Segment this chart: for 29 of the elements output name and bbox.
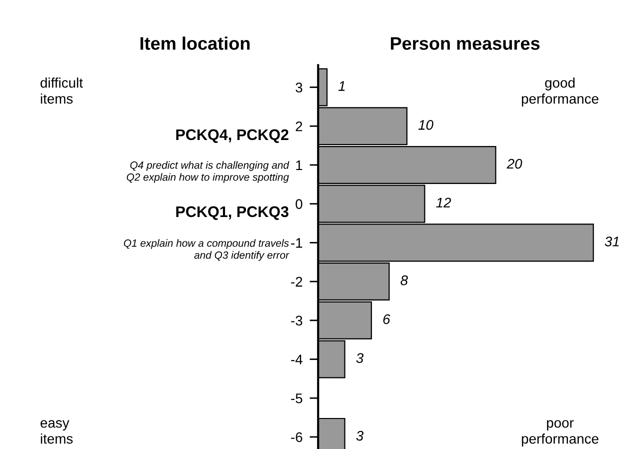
data-label: 12 [436, 198, 452, 208]
annotation: good performance [522, 78, 598, 106]
text: Item location [140, 36, 250, 50]
y-tick-label: 1 [296, 160, 302, 170]
y-tick-label: -1 [291, 238, 302, 248]
text: Q4 predict what is challenging and Q2 explain how to improve spotting [126, 161, 290, 183]
chart-title: Person measures [390, 37, 540, 50]
y-tick-label: 0 [296, 199, 302, 209]
data-label: 8 [400, 275, 408, 286]
data-label: 1 [338, 81, 345, 91]
data-label: 10 [418, 120, 434, 130]
data-label: 6 [383, 314, 390, 324]
data-label: 3 [356, 430, 364, 441]
y-tick-label: -5 [291, 394, 302, 404]
annotation: poor performance [522, 420, 598, 446]
y-tick-label: -6 [291, 432, 302, 442]
y-tick-label: -2 [291, 276, 302, 287]
data-label: 31 [604, 236, 619, 246]
text: PCKQ1, PCKQ3 [176, 206, 288, 220]
text: difficult items [40, 78, 83, 104]
data-label: 20 [506, 158, 522, 169]
y-tick-label: -3 [291, 316, 302, 326]
data-label: 3 [356, 353, 364, 363]
y-tick-label: 3 [296, 82, 302, 92]
text: Q1 explain how a compound travels and Q3 identify error [124, 239, 290, 261]
y-tick-label: -4 [291, 354, 302, 364]
y-tick-label: 2 [296, 121, 302, 132]
text: easy items [40, 420, 73, 444]
text: PCKQ4, PCKQ2 [176, 129, 288, 143]
